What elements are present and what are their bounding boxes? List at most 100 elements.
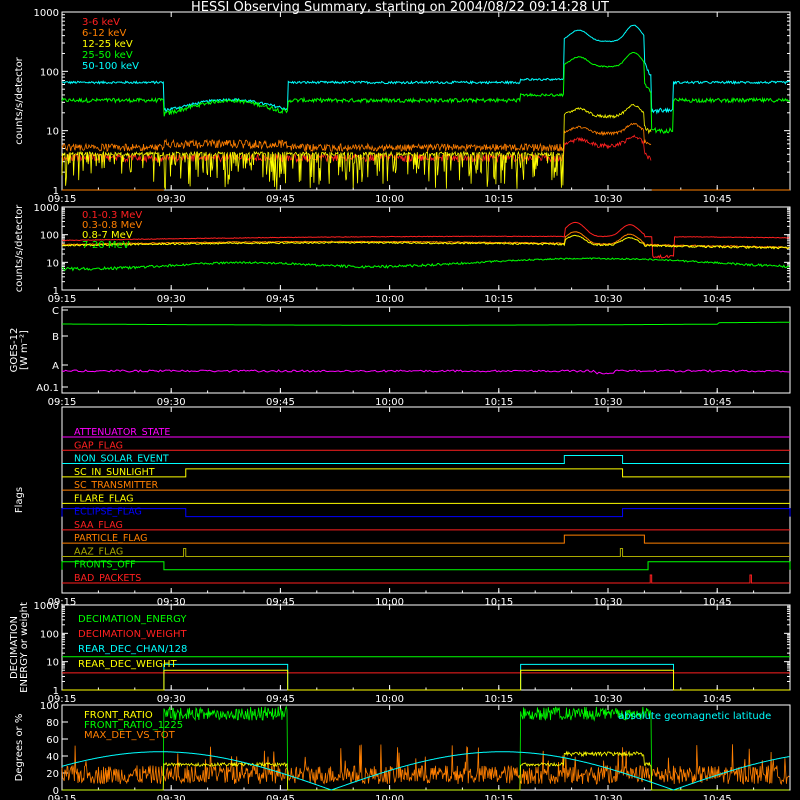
y-tick-label: 100 [40, 67, 59, 78]
page-title: HESSI Observing Summary, starting on 200… [191, 0, 609, 15]
y-tick-label: 1000 [34, 8, 59, 19]
rear-panel [61, 206, 791, 291]
y-axis-label: counts/s/detector [14, 56, 25, 144]
flag-label-flare-flag: FLARE_FLAG [74, 493, 134, 504]
y-tick-label: 1000 [34, 601, 59, 612]
series-geomagnetic-latitude [61, 751, 790, 791]
legend-max-det-vs-tot: MAX_DET_VS_TOT [84, 730, 176, 741]
x-tick-label: 10:00 [375, 294, 404, 305]
x-tick-label: 10:00 [375, 397, 404, 408]
x-tick-label: 10:15 [484, 597, 513, 608]
legend-rear-dec-chan-128: REAR_DEC_CHAN/128 [78, 644, 187, 655]
x-tick-label: 09:15 [48, 194, 77, 205]
x-tick-label: 09:15 [48, 397, 77, 408]
x-tick-label: 10:30 [594, 194, 623, 205]
flag-line-sc-in-sunlight [62, 468, 790, 478]
flag-line-particle-flag [62, 534, 790, 544]
y-axis-label: GOES-12 [9, 328, 20, 373]
y-tick-label: 1000 [34, 203, 59, 214]
series-front-ratio [62, 750, 790, 791]
legend-0-3-0-8-mev: 0.3-0.8 MeV [82, 220, 142, 231]
x-tick-label: 10:45 [703, 294, 732, 305]
series-6-12-kev [61, 122, 652, 153]
flag-label-fronts-off: FRONTS_OFF [74, 560, 136, 571]
x-tick-label: 10:15 [484, 397, 513, 408]
goes-panel [61, 306, 791, 394]
x-tick-label: 09:30 [157, 194, 186, 205]
x-tick-label: 10:00 [375, 694, 404, 705]
flag-line-aaz-flag [62, 547, 790, 557]
x-tick-label: 09:15 [48, 597, 77, 608]
x-tick-label: 10:30 [594, 397, 623, 408]
goes-long-channel [62, 321, 790, 326]
y-axis-label: [W m⁻²] [19, 330, 30, 370]
flag-label-bad-packets: BAD_PACKETS [74, 573, 141, 584]
legend-front-ratio: FRONT_RATIO [84, 710, 153, 721]
x-tick-label: 10:30 [594, 694, 623, 705]
flag-line-fronts-off [61, 561, 791, 571]
y-tick-label: 1 [53, 686, 59, 697]
y-tick-label: 10 [46, 658, 59, 669]
x-tick-label: 09:45 [266, 194, 295, 205]
x-tick-label: 09:30 [157, 397, 186, 408]
x-tick-label: 09:30 [157, 694, 186, 705]
x-tick-label: 09:45 [266, 597, 295, 608]
legend-3-6-kev: 3-6 keV [82, 17, 120, 28]
series-max-det-vs-tot [61, 744, 790, 785]
series-0-3-0-8-mev [61, 231, 790, 249]
flag-label-attenuator-state: ATTENUATOR_STATE [74, 427, 170, 438]
x-tick-label: 10:45 [703, 794, 732, 800]
flag-line-non-solar-event [62, 455, 790, 465]
legend-0-8-7-mev: 0.8-7 MeV [82, 230, 133, 241]
y-tick-label: A0.1 [36, 383, 59, 394]
series-50-100-kev [62, 24, 790, 115]
y-tick-label: 10 [46, 127, 59, 138]
y-axis-label: Degrees or % [14, 714, 25, 782]
x-tick-label: 09:15 [48, 294, 77, 305]
y-axis-label: ENERGY or weight [19, 602, 30, 693]
legend-12-25-kev: 12-25 keV [82, 39, 133, 50]
x-tick-label: 10:30 [594, 294, 623, 305]
goes-short-channel [61, 369, 791, 375]
y-tick-label: 100 [40, 701, 59, 712]
y-tick-label: 10 [46, 258, 59, 269]
y-axis-label: counts/s/detector [14, 204, 25, 292]
flags-panel [61, 406, 791, 594]
x-tick-label: 10:15 [484, 194, 513, 205]
y-tick-label: C [52, 306, 59, 317]
flag-line-bad-packets [62, 574, 790, 584]
x-tick-label: 09:45 [266, 794, 295, 800]
y-tick-label: A [52, 361, 59, 372]
x-tick-label: 10:45 [703, 194, 732, 205]
flag-label-eclipse-flag: ECLIPSE_FLAG [74, 507, 142, 518]
series-12-25-kev [61, 103, 652, 190]
series-7-20-mev [61, 257, 790, 272]
x-tick-label: 10:45 [703, 694, 732, 705]
legend-25-50-kev: 25-50 keV [82, 50, 133, 61]
flag-label-non-solar-event: NON_SOLAR_EVENT [74, 454, 169, 465]
x-tick-label: 09:30 [157, 294, 186, 305]
legend-front-ratio-1225: FRONT_RATIO_1225 [84, 720, 183, 731]
series-0-1-0-3-mev [61, 221, 790, 259]
x-tick-label: 09:45 [266, 694, 295, 705]
flag-label-gap-flag: GAP_FLAG [74, 440, 123, 451]
flags-frame [61, 406, 791, 594]
series-25-50-kev [61, 52, 791, 135]
x-tick-label: 10:00 [375, 794, 404, 800]
y-tick-label: 0 [53, 786, 59, 797]
x-tick-label: 10:30 [594, 794, 623, 800]
y-axis-label: DECIMATION [9, 616, 20, 679]
y-tick-label: 100 [40, 629, 59, 640]
x-tick-label: 10:45 [703, 397, 732, 408]
annotation-geomagnetic-latitude: absolute geomagnetic latitude [618, 711, 771, 722]
x-tick-label: 09:15 [48, 694, 77, 705]
legend-50-100-kev: 50-100 keV [82, 61, 139, 72]
y-tick-label: 20 [46, 769, 59, 780]
x-tick-label: 10:00 [375, 597, 404, 608]
flag-label-saa-flag: SAA_FLAG [74, 520, 123, 531]
flag-label-sc-in-sunlight: SC_IN_SUNLIGHT [74, 467, 155, 478]
legend-7-20-mev: 7-20 MeV [82, 240, 130, 251]
x-tick-label: 10:45 [703, 597, 732, 608]
goes-frame [61, 306, 791, 394]
